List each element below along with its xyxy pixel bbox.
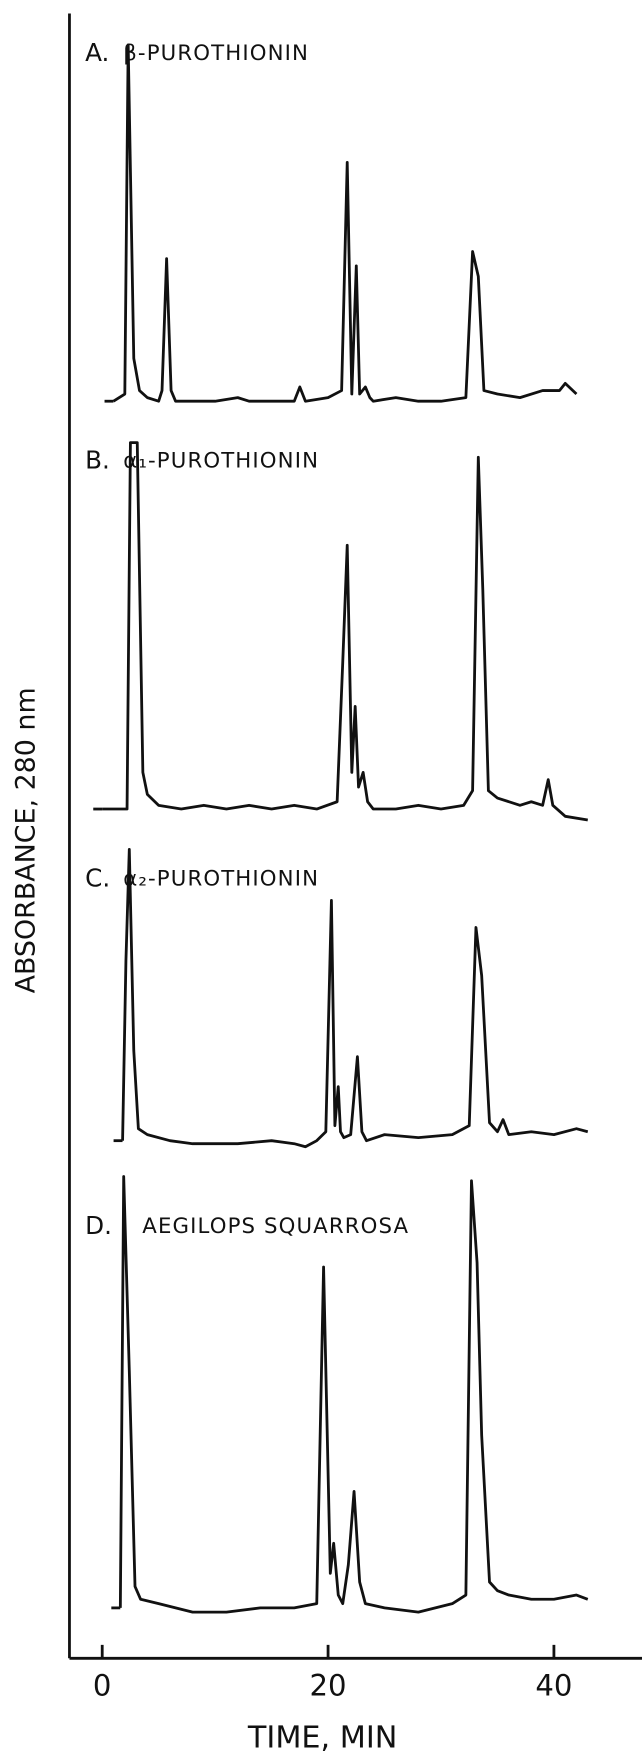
panel-letter: A. bbox=[85, 38, 109, 67]
x-tick-label: 40 bbox=[535, 1668, 572, 1702]
trace bbox=[118, 1175, 589, 1614]
trace bbox=[102, 441, 588, 822]
x-axis-label: TIME, MIN bbox=[247, 1720, 397, 1755]
panel-letter: C. bbox=[85, 864, 110, 893]
trace bbox=[112, 43, 578, 403]
y-axis-label: ABSORBANCE, 280 nm bbox=[10, 687, 41, 993]
panel-title: β-PUROTHIONIN bbox=[123, 41, 309, 66]
panel-title: α₁-PUROTHIONIN bbox=[123, 449, 319, 474]
x-tick-label: 20 bbox=[310, 1668, 347, 1702]
panel-letter: B. bbox=[85, 446, 110, 475]
panel-letter: D. bbox=[85, 1211, 112, 1240]
trace bbox=[121, 847, 589, 1149]
panel-title: AEGILOPS SQUARROSA bbox=[142, 1214, 409, 1239]
panel-title: α₂-PUROTHIONIN bbox=[123, 867, 319, 892]
x-tick-label: 0 bbox=[93, 1668, 112, 1702]
